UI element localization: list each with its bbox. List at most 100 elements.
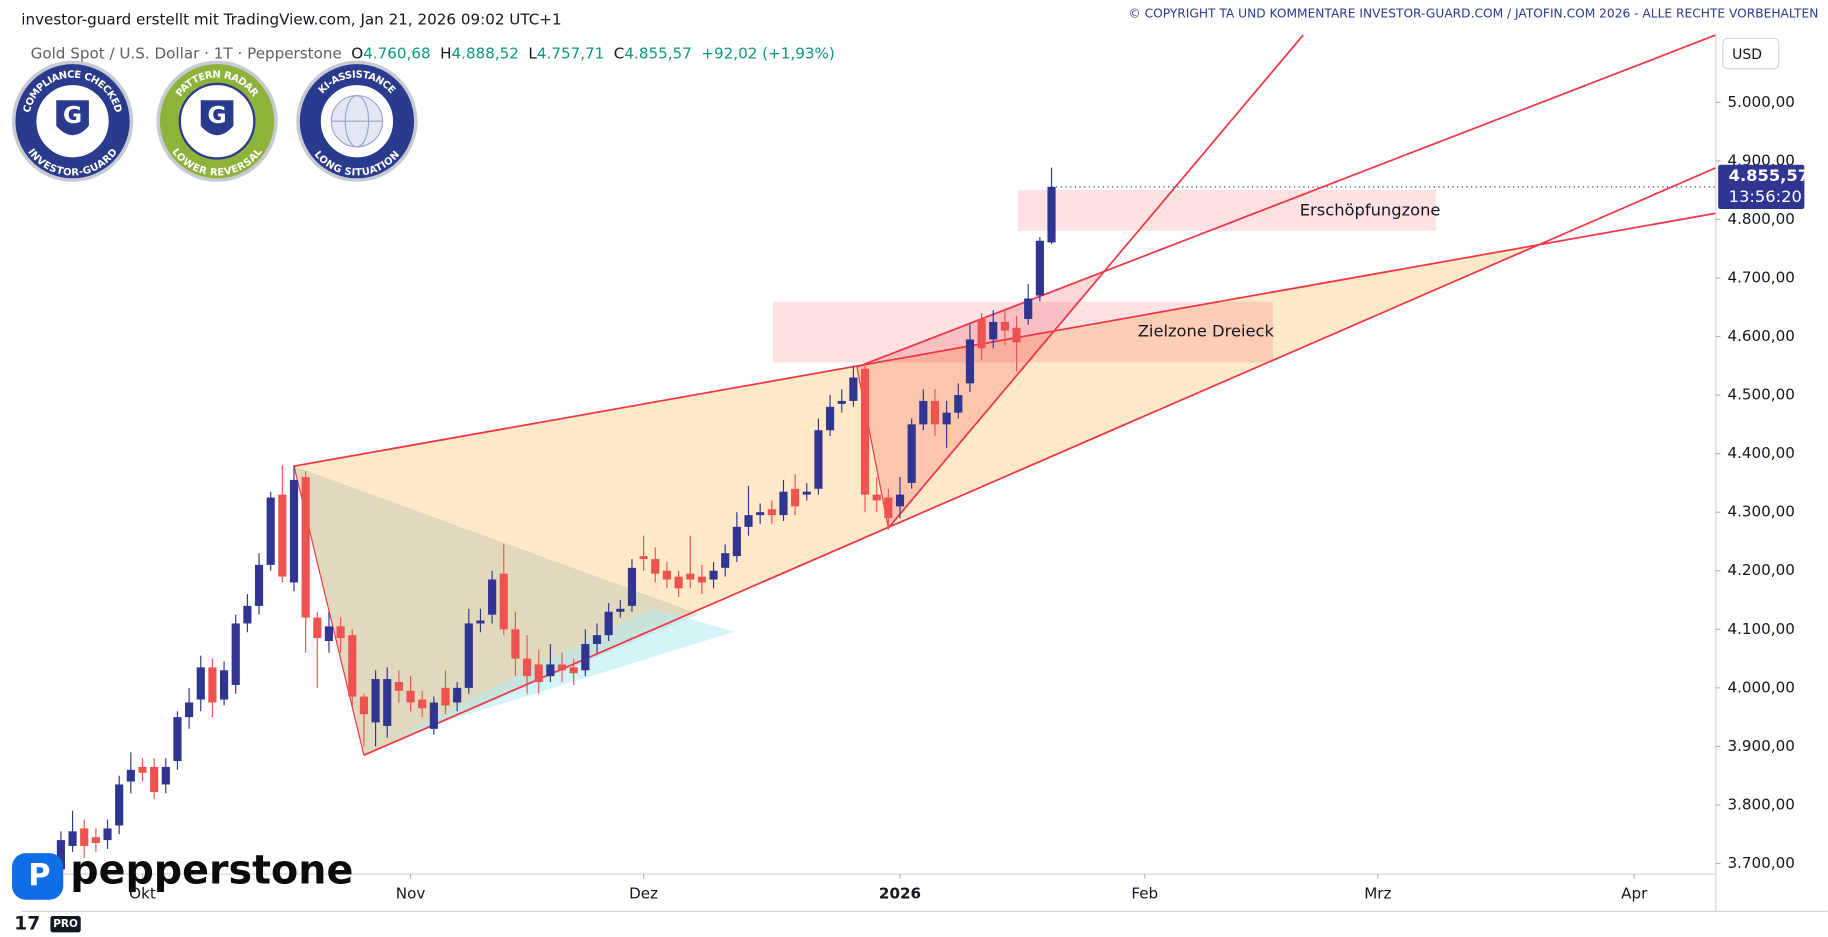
candle-body <box>895 494 905 507</box>
candle-body <box>627 567 637 606</box>
ohlc-value: 4.888,52 <box>452 44 519 62</box>
candle-body <box>860 368 870 495</box>
axes: 3.700,00 3.800,00 3.900,00 4.000,00 4.100,00… <box>129 93 1809 903</box>
y-tick-label: 4.700,00 <box>1727 268 1794 286</box>
candle-body <box>837 400 846 404</box>
candle-body <box>977 318 986 349</box>
candle-body <box>604 611 613 636</box>
x-tick-label: Apr <box>1621 884 1648 902</box>
candle-body <box>161 766 170 785</box>
symbol: Gold Spot / U.S. Dollar · 1T · Peppersto… <box>31 44 342 62</box>
candle-body <box>394 682 403 691</box>
candle-body <box>686 573 695 580</box>
legend: Gold Spot / U.S. Dollar · 1T · Peppersto… <box>31 44 835 62</box>
candle-body <box>849 377 858 401</box>
candle-body <box>173 717 182 762</box>
candle-body <box>523 658 532 677</box>
candle-body <box>942 412 951 425</box>
candle-body <box>348 635 357 697</box>
candle-body <box>254 564 264 606</box>
currency: USD <box>1732 47 1762 63</box>
ohlc-key: L <box>528 44 537 62</box>
candle-body <box>138 766 147 773</box>
tv-badge <box>50 916 81 933</box>
y-tick-label: 4.600,00 <box>1727 327 1794 345</box>
candle-body <box>231 623 240 685</box>
x-tick-label: Nov <box>396 884 426 902</box>
badge-icon: G <box>208 102 227 129</box>
candle-body <box>954 395 963 413</box>
badge-shield <box>200 100 234 136</box>
candle-body <box>907 424 916 483</box>
candle-body <box>289 479 299 583</box>
candle-body <box>639 556 648 560</box>
badge: G COMPLIANCE CHECKED INVESTOR-GUARD <box>11 60 134 182</box>
badge: G PATTERN RADAR LOWER REVERSAL <box>156 60 278 182</box>
triangle-fill <box>856 271 1103 528</box>
candle-body <box>68 831 77 846</box>
candle-body <box>383 679 392 726</box>
candle-body <box>488 579 497 615</box>
candle-body <box>1047 186 1056 243</box>
candle-body <box>989 321 998 340</box>
ohlc-value: 4.760,68 <box>363 44 430 62</box>
candle-body <box>313 617 322 639</box>
candle-body <box>802 491 811 495</box>
candle-body <box>476 620 485 624</box>
y-tick-label: 4.800,00 <box>1727 210 1794 228</box>
candle-body <box>662 570 672 580</box>
candle-body <box>826 406 835 431</box>
last-price: 4.855,57 <box>1729 166 1809 185</box>
candle-body <box>1035 240 1044 296</box>
annotation: Erschöpfungzone <box>1300 200 1441 219</box>
candle-body <box>1000 321 1009 331</box>
ohlc-key: H <box>440 44 451 62</box>
credit: investor-guard erstellt mit TradingView.… <box>21 10 561 28</box>
candles <box>56 167 1056 876</box>
candle-body <box>56 840 65 870</box>
candle-body <box>429 702 438 729</box>
x-tick-label: 2026 <box>879 884 921 902</box>
candle-body <box>592 635 602 644</box>
candle-body <box>744 515 753 527</box>
candle-body <box>219 670 229 700</box>
candle-body <box>732 526 741 557</box>
x-tick-label: Dez <box>629 884 658 902</box>
tv-tier: PRO <box>53 918 78 930</box>
ohlc-key: O <box>351 44 363 62</box>
candle-body <box>464 623 473 688</box>
candle-body <box>557 664 567 671</box>
candle-body <box>965 339 975 384</box>
candle-body <box>266 497 275 565</box>
candle-body <box>767 509 776 516</box>
candle-body <box>185 702 194 718</box>
candle-body <box>115 784 124 826</box>
y-tick-label: 4.200,00 <box>1727 561 1794 579</box>
candle-body <box>697 576 706 583</box>
badge: KI-ASSISTANCE LONG SITUATION <box>296 60 418 182</box>
y-tick-label: 4.400,00 <box>1727 444 1794 462</box>
candle-body <box>721 553 730 568</box>
candle-body <box>930 400 940 425</box>
broker-logo <box>11 853 64 900</box>
currency-button[interactable] <box>1722 37 1780 70</box>
countdown: 13:56:20 <box>1729 187 1802 206</box>
candle-body <box>709 570 718 580</box>
candle-body <box>208 667 217 703</box>
candle-body <box>499 573 508 630</box>
ohlc-value: 4.757,71 <box>537 44 604 62</box>
trend-line <box>856 34 1717 368</box>
broker-name: pepperstone <box>70 847 353 893</box>
candle-body <box>406 690 415 703</box>
candle-body <box>616 608 625 612</box>
change: +92,02 (+1,93%) <box>701 44 834 62</box>
candle-body <box>779 491 788 516</box>
candle-body <box>1012 327 1021 343</box>
candle-body <box>511 629 520 659</box>
broker-logo: P <box>28 858 50 893</box>
x-tick-label: Okt <box>129 884 156 902</box>
y-tick-label: 4.000,00 <box>1727 678 1794 696</box>
candle-body <box>126 769 135 782</box>
candle-body <box>441 687 450 706</box>
badge-icon: G <box>63 102 82 129</box>
